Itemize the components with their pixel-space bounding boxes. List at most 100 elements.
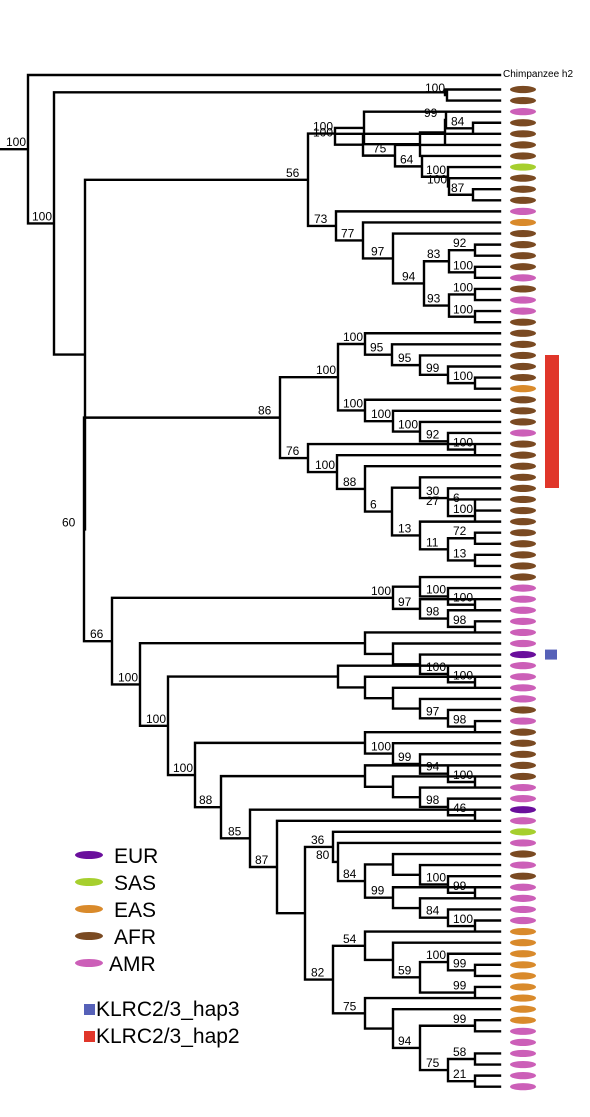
bootstrap-value: 100 xyxy=(453,912,473,926)
bootstrap-value: 99 xyxy=(424,106,438,120)
bootstrap-value: 66 xyxy=(90,627,104,641)
leaf-amr-marker xyxy=(510,207,536,215)
bootstrap-value: 13 xyxy=(398,521,412,535)
legend-label-hap2: KLRC2/3_hap2 xyxy=(96,1025,240,1048)
leaf-afr-marker xyxy=(510,196,536,204)
leaf-amr-marker xyxy=(510,916,536,925)
leaf-sas-marker xyxy=(510,163,536,171)
leaf-eas-marker xyxy=(510,961,536,969)
leaf-afr-marker xyxy=(510,506,536,515)
leaf-amr-marker xyxy=(510,662,536,670)
bootstrap-value: 97 xyxy=(371,244,385,258)
legend-entry-eur: EUR xyxy=(75,845,158,868)
bootstrap-value: 99 xyxy=(453,879,467,893)
bootstrap-value: 86 xyxy=(258,404,272,418)
leaf-eur-marker xyxy=(510,650,536,659)
bootstrap-value: 13 xyxy=(453,546,467,560)
leaf-amr-marker xyxy=(510,606,536,614)
bootstrap-value: 100 xyxy=(371,740,391,754)
leaf-amr-marker xyxy=(510,307,536,315)
bootstrap-value: 54 xyxy=(343,932,357,946)
leaf-afr-marker xyxy=(510,119,536,127)
bootstrap-value: 100 xyxy=(426,870,446,884)
bootstrap-value: 99 xyxy=(453,1012,467,1026)
leaf-afr-marker xyxy=(510,318,536,326)
leaf-afr-marker xyxy=(510,241,536,249)
hap2-range-bar xyxy=(545,355,559,488)
bootstrap-value: 60 xyxy=(62,515,76,529)
leaf-afr-marker xyxy=(510,373,536,382)
bootstrap-value: 100 xyxy=(146,712,166,726)
bootstrap-value: 97 xyxy=(426,704,440,718)
leaf-eas-marker xyxy=(510,972,536,980)
leaf-amr-marker xyxy=(510,108,536,116)
leaf-amr-marker xyxy=(510,1038,536,1046)
bootstrap-value: 100 xyxy=(426,163,446,177)
bootstrap-values: 1008499871001006475100100921008310010093… xyxy=(6,81,473,1081)
leaf-afr-marker xyxy=(510,340,536,348)
bootstrap-value: 93 xyxy=(427,292,441,306)
bootstrap-value: 87 xyxy=(451,181,465,195)
bootstrap-value: 100 xyxy=(343,330,363,344)
legend-label-afr: AFR xyxy=(114,926,156,949)
bootstrap-value: 100 xyxy=(453,369,473,383)
leaf-eas-marker xyxy=(510,1005,536,1013)
leaf-eas-marker xyxy=(510,1016,536,1024)
haplotype-markers xyxy=(545,355,559,660)
leaf-amr-marker xyxy=(510,905,536,914)
leaf-afr-marker xyxy=(510,473,536,481)
leaf-afr-marker xyxy=(510,529,536,537)
leaf-amr-marker xyxy=(510,817,536,825)
bootstrap-value: 76 xyxy=(286,444,300,458)
leaf-amr-marker xyxy=(510,839,536,847)
leaf-afr-marker xyxy=(510,96,536,105)
bootstrap-value: 99 xyxy=(426,361,440,375)
eur-swatch-icon xyxy=(75,851,103,859)
leaf-afr-marker xyxy=(510,130,536,138)
bootstrap-value: 94 xyxy=(398,1034,412,1048)
leaf-afr-marker xyxy=(510,451,536,459)
bootstrap-value: 58 xyxy=(453,1045,467,1059)
leaf-afr-marker xyxy=(510,185,536,193)
leaf-afr-marker xyxy=(510,728,536,736)
bootstrap-value: 64 xyxy=(400,152,414,166)
bootstrap-value: 98 xyxy=(453,713,467,727)
leaf-afr-marker xyxy=(510,263,536,271)
leaf-amr-marker xyxy=(510,1072,536,1080)
legend-label-eur: EUR xyxy=(114,845,158,868)
bootstrap-value: 100 xyxy=(315,458,335,472)
bootstrap-value: 100 xyxy=(425,81,445,95)
bootstrap-value: 100 xyxy=(453,303,473,317)
bootstrap-value: 98 xyxy=(426,793,440,807)
bootstrap-value: 100 xyxy=(453,280,473,294)
leaf-population-markers xyxy=(510,85,536,1091)
leaf-afr-marker xyxy=(510,174,536,182)
leaf-amr-marker xyxy=(510,1083,536,1091)
tree-branches xyxy=(0,73,502,1088)
leaf-afr-marker xyxy=(510,518,536,526)
bootstrap-value: 100 xyxy=(427,172,447,186)
bootstrap-value: 95 xyxy=(370,341,384,355)
branch-lines xyxy=(0,73,502,1088)
bootstrap-value: 100 xyxy=(343,396,363,410)
leaf-amr-marker xyxy=(510,628,536,637)
leaf-amr-marker xyxy=(510,861,536,869)
leaf-amr-marker xyxy=(510,429,536,437)
leaf-afr-marker xyxy=(510,362,536,371)
bootstrap-value: 77 xyxy=(341,226,355,240)
bootstrap-value: 100 xyxy=(316,363,336,377)
leaf-amr-marker xyxy=(510,783,536,792)
leaf-afr-marker xyxy=(510,772,536,781)
leaf-afr-marker xyxy=(510,750,536,758)
bootstrap-value: 100 xyxy=(426,660,446,674)
leaf-afr-marker xyxy=(510,252,536,260)
leaf-amr-marker xyxy=(510,795,536,803)
leaf-afr-marker xyxy=(510,396,536,404)
leaf-eas-marker xyxy=(510,385,536,393)
hap3-marker xyxy=(545,649,557,660)
leaf-amr-marker xyxy=(510,1049,536,1058)
bootstrap-value: 46 xyxy=(453,801,467,815)
leaf-eas-marker xyxy=(510,950,536,958)
bootstrap-value: 100 xyxy=(398,418,418,432)
